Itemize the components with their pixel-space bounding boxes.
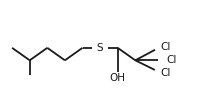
Text: Cl: Cl xyxy=(161,68,171,78)
Text: Cl: Cl xyxy=(166,55,176,65)
Text: Cl: Cl xyxy=(161,42,171,52)
Text: S: S xyxy=(97,43,103,53)
Text: OH: OH xyxy=(110,73,126,83)
